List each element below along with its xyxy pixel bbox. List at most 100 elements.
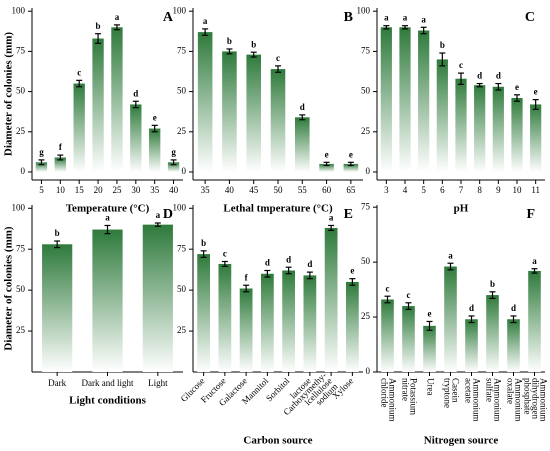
panel-label: C (525, 10, 535, 25)
bar (319, 163, 334, 172)
bar (54, 157, 66, 172)
error-bar (347, 161, 354, 167)
error-bar (57, 154, 64, 161)
x-tick-label: 60 (322, 185, 332, 195)
significance-letter: d (469, 303, 474, 313)
panel-label: D (163, 207, 173, 222)
bar (530, 104, 542, 172)
error-bar (458, 72, 464, 85)
significance-letter: f (245, 272, 249, 282)
significance-letter: b (96, 21, 101, 31)
error-bar (349, 278, 356, 286)
y-axis-label: Diameter of colonies (mm) (3, 226, 15, 350)
error-bar (426, 320, 433, 331)
x-tick-label: 45 (249, 185, 259, 195)
bar (324, 227, 338, 372)
bar (511, 98, 523, 172)
x-tick-label: sulfate (484, 378, 494, 402)
error-bar (495, 82, 502, 91)
y-tick-label: 100 (12, 5, 26, 15)
bar (507, 319, 520, 372)
y-tick-label: 100 (173, 5, 187, 15)
x-tick-label: 3 (384, 185, 389, 195)
significance-letter: e (515, 82, 519, 92)
y-tick-label: 25 (16, 325, 26, 335)
bar (246, 54, 261, 172)
significance-letter: d (511, 303, 516, 313)
x-axis-label: Temperature (°C) (66, 203, 150, 215)
x-axis-label: Carbon source (243, 435, 312, 447)
significance-letter: b (440, 40, 445, 50)
bar (465, 319, 478, 372)
x-tick-label: 10 (513, 185, 523, 195)
x-tick-label: Dark (48, 378, 66, 388)
x-tick-label: 7 (459, 185, 464, 195)
y-tick-label: 0 (21, 166, 26, 176)
bar (239, 288, 253, 372)
error-bar (221, 260, 228, 267)
y-tick-label: 50 (16, 86, 26, 96)
x-tick-label: 20 (94, 185, 104, 195)
x-tick-label: Ammonium (538, 378, 548, 422)
x-tick-label: Dark and light (82, 378, 134, 388)
bar (282, 270, 295, 372)
bar (455, 78, 467, 172)
x-tick-label: 40 (225, 185, 235, 195)
error-bar (154, 222, 161, 227)
significance-letter: d (496, 71, 501, 81)
significance-letter: d (477, 71, 482, 81)
significance-letter: a (403, 13, 408, 23)
bar (399, 27, 411, 172)
error-bar (420, 26, 427, 35)
significance-letter: b (55, 228, 60, 238)
significance-letter: a (421, 14, 426, 24)
error-bar (447, 262, 454, 271)
y-tick-label: 75 (177, 45, 187, 55)
x-tick-label: Urea (425, 378, 435, 396)
error-bar (202, 28, 209, 36)
significance-letter: a (329, 213, 334, 223)
x-tick-label: 6 (440, 185, 445, 195)
bar (436, 59, 448, 172)
error-bar (328, 224, 335, 231)
significance-letter: e (534, 87, 538, 97)
significance-letter: a (384, 13, 389, 23)
y-tick-label: 25 (177, 325, 187, 335)
significance-letter: e (349, 149, 353, 159)
error-bar (132, 100, 139, 109)
significance-letter: d (307, 259, 312, 269)
error-bar (323, 161, 330, 167)
error-bar (384, 295, 391, 304)
bar (42, 244, 73, 372)
panel-label: E (344, 207, 353, 222)
error-bar (532, 99, 539, 110)
error-bar (200, 250, 207, 258)
significance-letter: a (532, 256, 537, 266)
x-tick-label: Sorbitol (264, 375, 292, 403)
x-tick-label: 35 (201, 185, 211, 195)
x-tick-label: acetate (463, 378, 473, 403)
panel-label: F (526, 207, 535, 222)
error-bar (510, 315, 517, 324)
x-tick-label: 11 (531, 185, 540, 195)
y-tick-label: 50 (361, 86, 371, 96)
error-bar (151, 124, 158, 133)
bar (222, 51, 237, 172)
y-tick-label: 25 (361, 126, 371, 136)
bar (130, 104, 142, 172)
x-tick-label: oxalate (505, 378, 515, 404)
x-tick-label: Ammonium (387, 378, 397, 422)
error-bar (264, 269, 271, 278)
bar (142, 224, 173, 372)
error-bar (95, 33, 102, 44)
significance-letter: f (59, 142, 63, 152)
bar (402, 306, 415, 372)
bar (381, 299, 394, 372)
error-bar (170, 159, 177, 166)
error-bar (476, 82, 483, 88)
bar (528, 270, 541, 372)
y-tick-label: 75 (16, 45, 26, 55)
significance-letter: a (203, 16, 208, 26)
significance-letter: c (77, 67, 81, 77)
